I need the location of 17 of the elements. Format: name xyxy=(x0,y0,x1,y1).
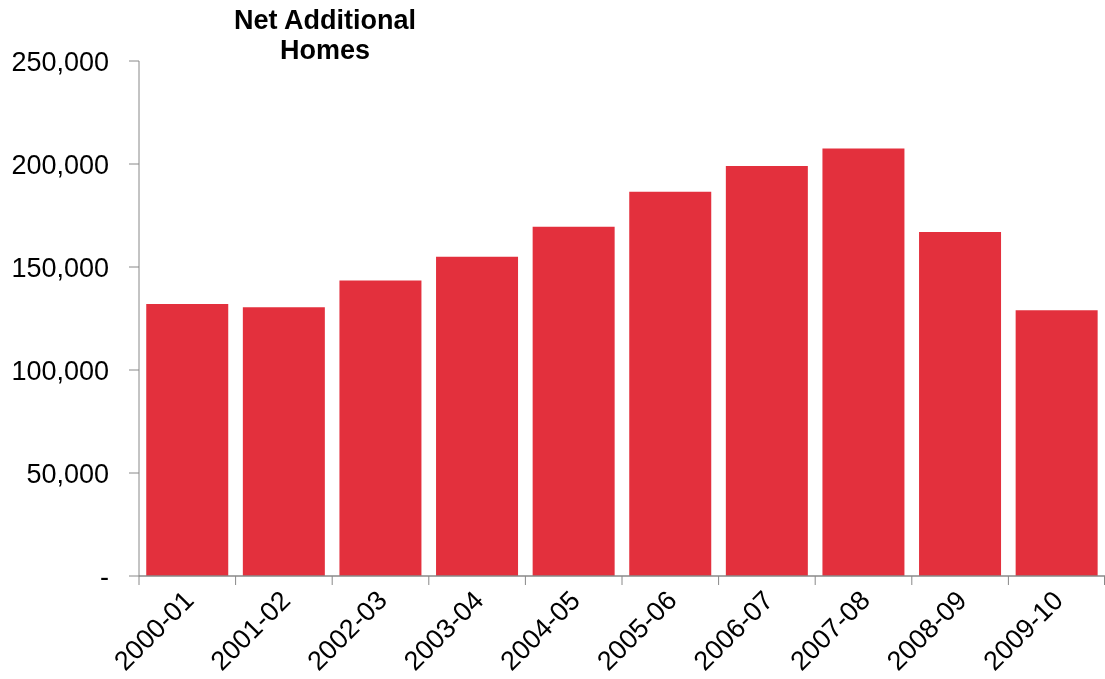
bar xyxy=(532,226,615,576)
chart-title: Net Additional Homes xyxy=(233,5,417,65)
bar xyxy=(339,280,422,576)
bar xyxy=(242,307,325,576)
bar xyxy=(436,256,519,576)
y-tick-label: 150,000 xyxy=(11,252,109,283)
y-tick-label: 100,000 xyxy=(11,355,109,386)
y-tick-label: 200,000 xyxy=(11,149,109,180)
bar xyxy=(146,304,229,576)
bar xyxy=(822,148,905,576)
bar xyxy=(725,166,808,576)
y-tick-label: 50,000 xyxy=(26,458,109,489)
bar xyxy=(629,191,712,576)
bar xyxy=(919,231,1002,576)
bar xyxy=(1015,310,1098,576)
y-tick-label: - xyxy=(100,561,109,592)
y-tick-label: 250,000 xyxy=(11,46,109,77)
